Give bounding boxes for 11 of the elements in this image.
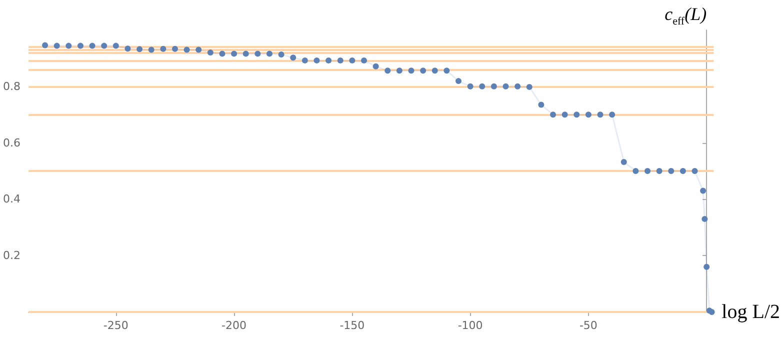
- x-tick-label: -200: [222, 319, 247, 332]
- x-tick-label: -50: [579, 319, 598, 332]
- y-tick-label: 0.4: [2, 192, 20, 206]
- x-tick-label: -250: [103, 319, 128, 332]
- x-tick-label: -150: [340, 319, 365, 332]
- x-axis-title: log L/2: [722, 301, 780, 323]
- y-tick-label: 0.6: [2, 136, 20, 150]
- y-tick-label: 0.8: [2, 80, 20, 93]
- y-tick-label: 0.2: [2, 249, 20, 262]
- x-tick-label: -100: [458, 319, 483, 332]
- y-axis-title: c$_{eff}$(L): [664, 4, 707, 28]
